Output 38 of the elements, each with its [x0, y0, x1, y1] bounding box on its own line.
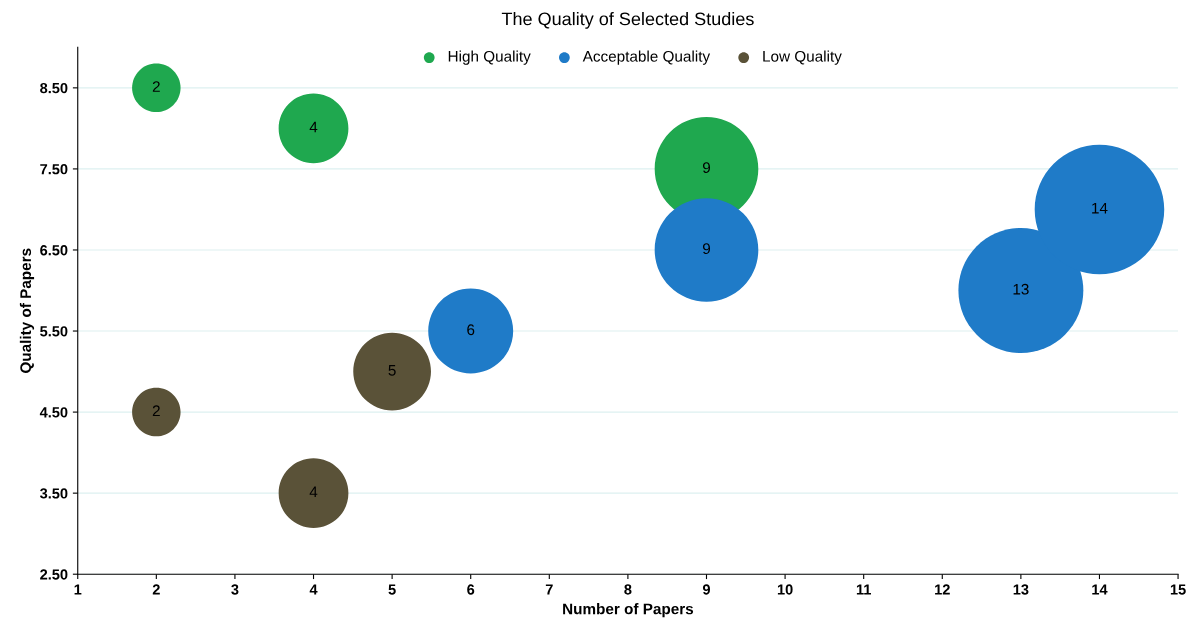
annotation: 9 — [702, 162, 711, 174]
x-tick-label: 1 — [74, 584, 82, 595]
y-tick-label: 4.50 — [39, 407, 68, 418]
legend-label: High Quality — [448, 50, 531, 65]
annotation: 13 — [1013, 283, 1029, 295]
y-tick-label: 2.50 — [40, 569, 68, 580]
x-tick-label: 3 — [231, 584, 239, 595]
chart-title: The Quality of Selected Studies — [501, 12, 754, 29]
annotation: 2 — [152, 405, 160, 417]
y-axis-title: Quality of Papers — [19, 248, 35, 373]
x-tick-label: 5 — [388, 584, 396, 595]
annotation: 5 — [388, 365, 396, 376]
y-tick-label: 6.50 — [40, 245, 68, 256]
legend-label: Low Quality — [763, 50, 842, 65]
x-tick-label: 9 — [702, 584, 711, 595]
y-tick-label: 7.50 — [40, 164, 68, 175]
annotation: 6 — [467, 324, 475, 336]
y-tick-label: 3.50 — [39, 488, 68, 499]
x-tick-label: 4 — [309, 584, 318, 595]
annotation: 14 — [1092, 202, 1108, 214]
annotation: 4 — [309, 121, 318, 133]
x-tick-label: 6 — [467, 584, 475, 595]
x-tick-label: 7 — [545, 584, 553, 595]
x-tick-label: 15 — [1170, 584, 1186, 595]
x-tick-label: 10 — [777, 584, 793, 595]
y-tick-label: 5.50 — [40, 326, 68, 337]
x-tick-label: 2 — [152, 584, 160, 595]
x-tick-label: 13 — [1013, 584, 1029, 595]
y-tick-label: 8.50 — [40, 82, 68, 94]
x-axis-title: Number of Papers — [563, 603, 694, 618]
legend-label: Acceptable Quality — [582, 50, 711, 65]
x-tick-label: 11 — [856, 584, 871, 595]
annotation: 2 — [152, 81, 160, 92]
x-tick-label: 14 — [1092, 584, 1108, 595]
x-tick-label: 8 — [624, 584, 632, 595]
annotation: 9 — [702, 243, 711, 255]
annotation: 4 — [309, 486, 318, 498]
x-tick-label: 12 — [935, 584, 950, 595]
